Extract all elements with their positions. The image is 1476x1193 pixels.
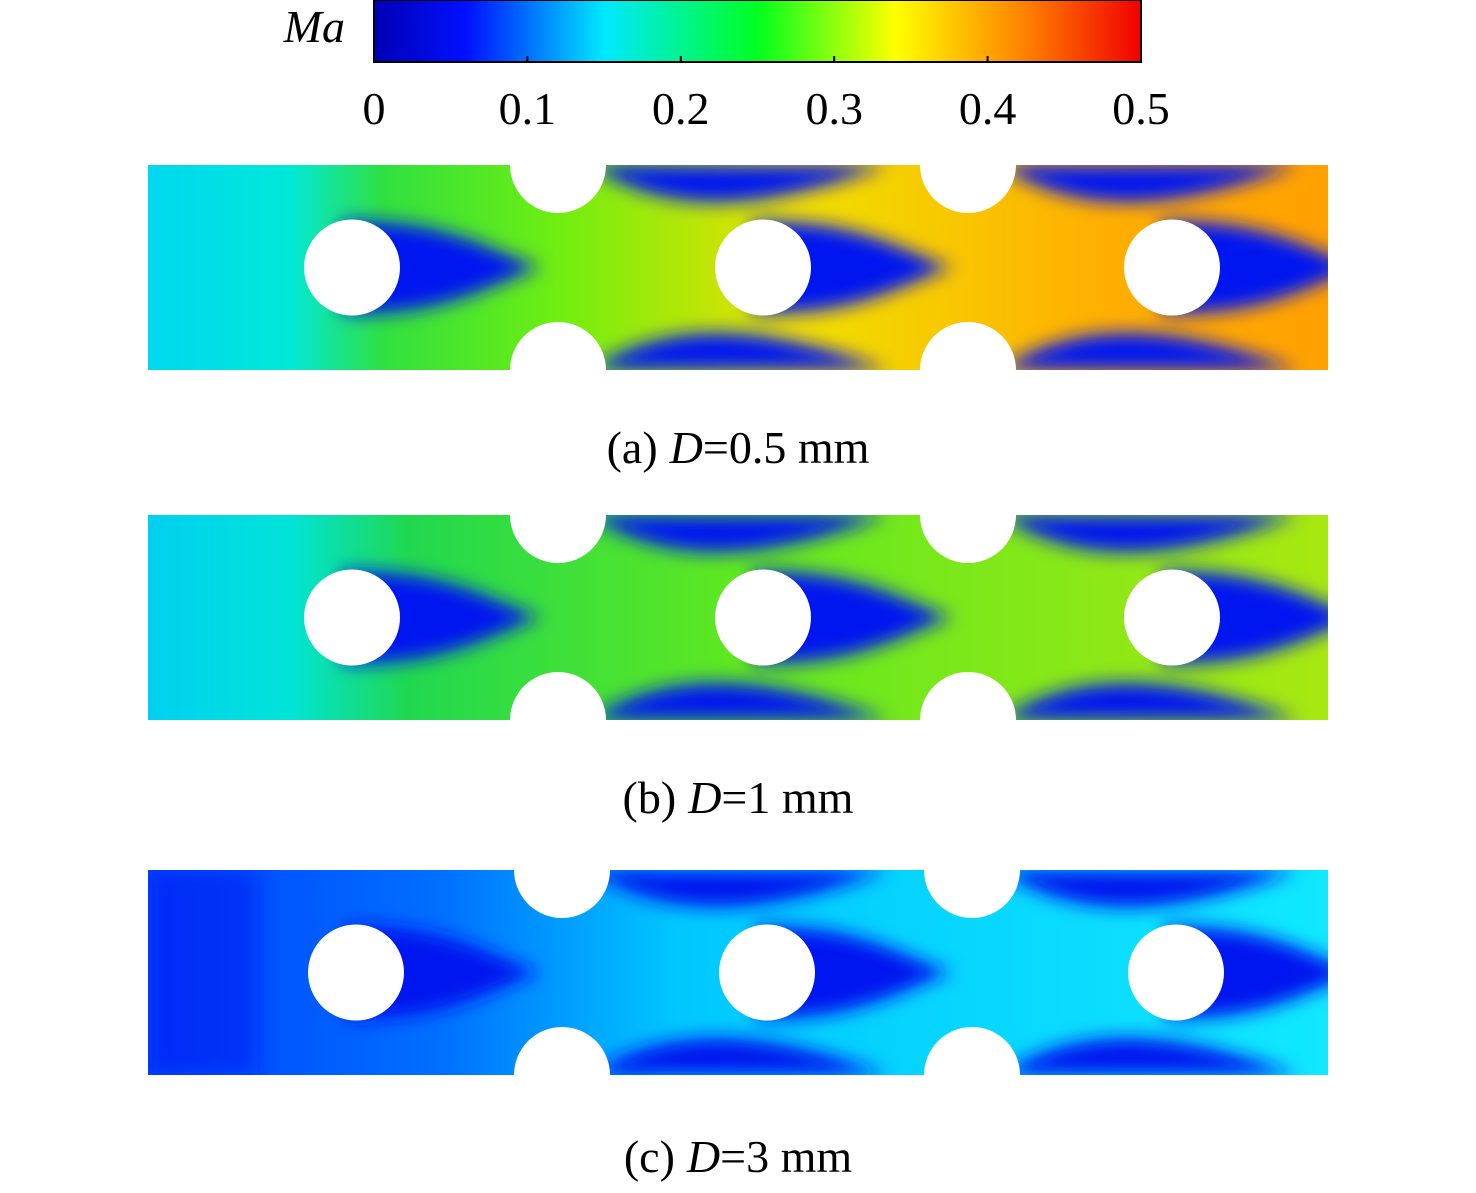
wall-wake — [998, 515, 1298, 553]
field — [148, 870, 1328, 1075]
colorbar-tick-label: 0.5 — [1112, 83, 1170, 134]
half-cylinder — [510, 165, 606, 213]
half-cylinder — [514, 870, 610, 918]
cylinder — [715, 219, 811, 316]
wall-wake — [588, 870, 888, 908]
caption-value: =3 mm — [720, 1131, 852, 1182]
half-cylinder — [514, 1027, 610, 1075]
cylinder — [719, 924, 815, 1021]
wall-wake — [588, 332, 888, 370]
cylinder — [1124, 569, 1220, 666]
colorbar: Ma 0 0.1 0.2 0.3 0.4 0.5 — [283, 0, 1170, 134]
wall-wake — [998, 165, 1298, 203]
inlet-blue — [148, 870, 258, 1075]
colorbar-tick-label: 0.3 — [805, 83, 863, 134]
half-cylinder — [510, 672, 606, 720]
cylinder — [304, 569, 400, 666]
cylinder — [304, 219, 400, 316]
flow-field — [148, 870, 1328, 1075]
caption-variable: D — [686, 1131, 720, 1182]
wall-wake — [588, 1037, 888, 1075]
wall-wake — [588, 682, 888, 720]
half-cylinder — [920, 672, 1016, 720]
half-cylinder — [920, 322, 1016, 370]
colorbar-tick-label: 0.2 — [652, 83, 710, 134]
half-cylinder — [920, 165, 1016, 213]
caption-label: (a) — [607, 422, 658, 473]
field — [148, 165, 1328, 370]
field — [148, 515, 1328, 720]
panels: (a) D=0.5 mm(b) D=1 mm(c) D=3 mm — [148, 165, 1328, 1182]
colorbar-tick-label: 0 — [363, 83, 386, 134]
caption-label: (b) — [623, 772, 677, 823]
flow-field — [148, 515, 1328, 720]
caption-variable: D — [687, 772, 721, 823]
caption: (b) D=1 mm — [623, 772, 854, 823]
flow-field — [148, 165, 1328, 370]
cylinder — [1124, 219, 1220, 316]
half-cylinder — [920, 515, 1016, 563]
colorbar-tick-label: 0.4 — [959, 83, 1017, 134]
cylinder — [308, 924, 404, 1021]
colorbar-label: Ma — [283, 1, 345, 52]
caption: (c) D=3 mm — [624, 1131, 853, 1182]
half-cylinder — [510, 322, 606, 370]
cylinder — [715, 569, 811, 666]
wall-wake — [998, 332, 1298, 370]
half-cylinder — [510, 515, 606, 563]
wall-wake — [998, 1037, 1298, 1075]
caption-value: =1 mm — [721, 772, 853, 823]
wall-wake — [998, 870, 1298, 908]
caption-value: =0.5 mm — [703, 422, 870, 473]
wall-wake — [588, 515, 888, 553]
cylinder — [1128, 924, 1224, 1021]
wall-wake — [588, 165, 888, 203]
caption-label: (c) — [624, 1131, 675, 1182]
half-cylinder — [924, 870, 1020, 918]
colorbar-scale — [373, 0, 1142, 63]
colorbar-tick-label: 0.1 — [499, 83, 557, 134]
caption-variable: D — [669, 422, 703, 473]
caption: (a) D=0.5 mm — [607, 422, 870, 473]
wall-wake — [998, 682, 1298, 720]
half-cylinder — [924, 1027, 1020, 1075]
